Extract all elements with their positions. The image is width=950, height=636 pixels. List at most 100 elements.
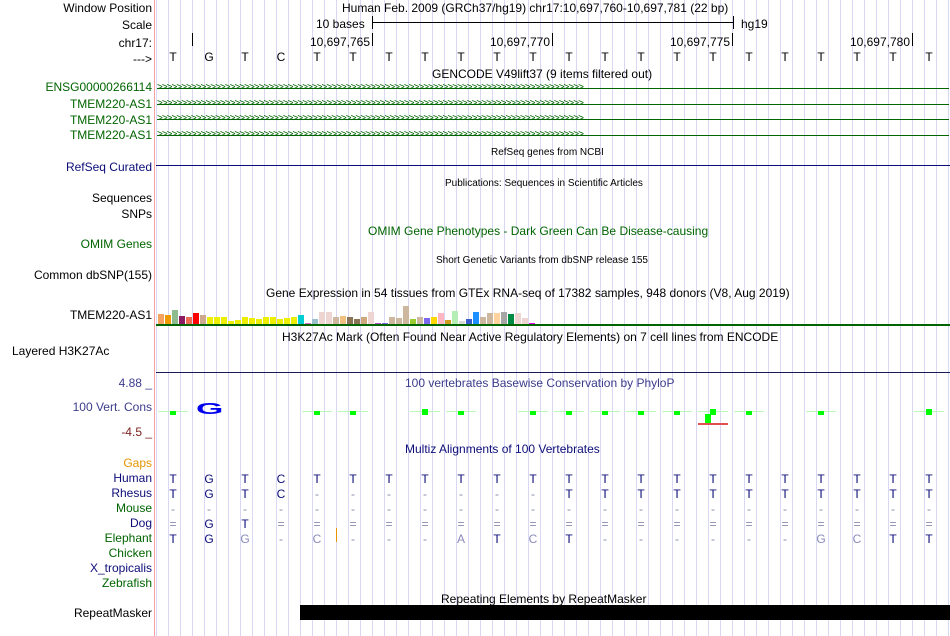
sequence-base: T <box>601 50 609 64</box>
alignment-elephant-base: - <box>747 532 751 546</box>
gtex-bars[interactable] <box>156 300 536 324</box>
gtex-bar[interactable] <box>312 319 318 324</box>
gtex-bar[interactable] <box>368 312 374 324</box>
gtex-bar[interactable] <box>270 317 276 324</box>
gtex-bar[interactable] <box>242 317 248 324</box>
gtex-bar[interactable] <box>172 310 178 324</box>
gtex-bar[interactable] <box>277 319 283 324</box>
alignment-dog-base: = <box>169 517 177 531</box>
gtex-bar[interactable] <box>389 317 395 324</box>
gtex-bar[interactable] <box>326 312 332 324</box>
gtex-bar[interactable] <box>165 315 171 324</box>
gtex-bar[interactable] <box>487 313 493 324</box>
label-gtex[interactable]: TMEM220-AS1 <box>69 308 152 322</box>
gtex-bar[interactable] <box>305 323 311 324</box>
gtex-bar[interactable] <box>193 313 199 324</box>
label-dog[interactable]: Dog <box>129 516 152 530</box>
gtex-bar[interactable] <box>214 317 220 324</box>
gtex-bar[interactable] <box>186 317 192 324</box>
alignment-rhesus-base: T <box>565 487 573 501</box>
gtex-bar[interactable] <box>256 319 262 324</box>
alignment-dog-base: T <box>241 517 249 531</box>
alignment-dog-base: = <box>565 517 573 531</box>
gtex-bar[interactable] <box>347 317 353 324</box>
gene-ensg[interactable]: >>>>>>>>>>>>>>>>>>>>>>>>>>>>>>>>>>>>>>>>… <box>157 83 949 93</box>
label-tmem220-2[interactable]: TMEM220-AS1 <box>69 113 152 127</box>
label-human[interactable]: Human <box>113 471 152 485</box>
gtex-bar[interactable] <box>200 315 206 324</box>
gtex-bar[interactable] <box>508 314 514 324</box>
alignment-rhesus-base: T <box>673 487 681 501</box>
repeat-element[interactable] <box>300 605 950 620</box>
label-mouse[interactable]: Mouse <box>115 501 152 515</box>
gtex-bar[interactable] <box>158 314 164 324</box>
gtex-bar[interactable] <box>291 317 297 324</box>
label-omim[interactable]: OMIM Genes <box>80 237 152 251</box>
label-dbsnp[interactable]: Common dbSNP(155) <box>33 268 152 282</box>
gtex-bar[interactable] <box>340 316 346 324</box>
phylop-mark <box>710 409 716 415</box>
alignment-human-base: T <box>241 472 249 486</box>
label-strand[interactable]: ---> <box>133 52 152 66</box>
label-zebrafish[interactable]: Zebrafish <box>101 576 152 590</box>
alignment-mouse-base: - <box>423 502 427 516</box>
label-sequences[interactable]: Sequences <box>91 191 152 205</box>
gtex-bar[interactable] <box>480 317 486 324</box>
gtex-bar[interactable] <box>382 323 388 324</box>
gtex-bar[interactable] <box>375 323 381 324</box>
gtex-bar[interactable] <box>445 320 451 324</box>
gtex-baseline <box>156 324 950 326</box>
label-rhesus[interactable]: Rhesus <box>111 486 152 500</box>
gtex-bar[interactable] <box>179 316 185 324</box>
gtex-bar[interactable] <box>417 317 423 324</box>
gtex-bar[interactable] <box>466 319 472 324</box>
gtex-bar[interactable] <box>228 321 234 324</box>
label-chrom: chr17: <box>118 36 152 50</box>
gtex-bar[interactable] <box>410 319 416 324</box>
gtex-bar[interactable] <box>494 313 500 324</box>
gtex-bar[interactable] <box>207 317 213 324</box>
gtex-bar[interactable] <box>284 318 290 324</box>
alignment-rhesus-base: T <box>889 487 897 501</box>
gtex-bar[interactable] <box>438 313 444 324</box>
gtex-bar[interactable] <box>221 317 227 324</box>
gtex-bar[interactable] <box>452 311 458 324</box>
label-elephant[interactable]: Elephant <box>104 531 152 545</box>
label-refseq[interactable]: RefSeq Curated <box>65 160 152 174</box>
alignment-human-base: T <box>745 472 753 486</box>
alignment-mouse-base: - <box>531 502 535 516</box>
gtex-bar[interactable] <box>333 317 339 324</box>
gtex-bar[interactable] <box>319 312 325 324</box>
label-chicken[interactable]: Chicken <box>108 546 152 560</box>
gtex-bar[interactable] <box>431 317 437 324</box>
label-h3k27ac[interactable]: Layered H3K27Ac <box>12 344 110 358</box>
gene-tmem220-3[interactable]: >>>>>>>>>>>>>>>>>>>>>>>>>>>>>>>>>>>>>>>>… <box>157 130 949 140</box>
gtex-bar[interactable] <box>529 323 535 324</box>
gtex-bar[interactable] <box>501 312 507 324</box>
gtex-bar[interactable] <box>354 319 360 324</box>
gtex-bar[interactable] <box>459 321 465 324</box>
gtex-bar[interactable] <box>473 312 479 324</box>
alignment-elephant-base: - <box>675 532 679 546</box>
label-cons[interactable]: 100 Vert. Cons <box>72 400 152 414</box>
gtex-bar[interactable] <box>249 318 255 324</box>
label-xtropicalis[interactable]: X_tropicalis <box>89 561 152 575</box>
sequence-base: T <box>925 50 933 64</box>
gene-tmem220-1[interactable]: >>>>>>>>>>>>>>>>>>>>>>>>>>>>>>>>>>>>>>>>… <box>157 99 949 109</box>
label-tmem220-1[interactable]: TMEM220-AS1 <box>69 97 152 111</box>
gtex-bar[interactable] <box>235 320 241 324</box>
gene-tmem220-2[interactable]: >>>>>>>>>>>>>>>>>>>>>>>>>>>>>>>>>>>>>>>>… <box>157 114 949 124</box>
gtex-bar[interactable] <box>263 317 269 324</box>
label-ensg[interactable]: ENSG00000266114 <box>45 80 152 94</box>
gtex-bar[interactable] <box>396 318 402 324</box>
gtex-bar[interactable] <box>361 317 367 324</box>
label-repeatmasker[interactable]: RepeatMasker <box>73 606 152 620</box>
label-gaps[interactable]: Gaps <box>123 456 152 470</box>
gtex-bar[interactable] <box>403 306 409 324</box>
label-snps[interactable]: SNPs <box>121 207 152 221</box>
gtex-bar[interactable] <box>522 318 528 324</box>
label-tmem220-3[interactable]: TMEM220-AS1 <box>69 128 152 142</box>
gtex-bar[interactable] <box>298 315 304 324</box>
gtex-bar[interactable] <box>424 318 430 324</box>
gtex-bar[interactable] <box>515 313 521 324</box>
